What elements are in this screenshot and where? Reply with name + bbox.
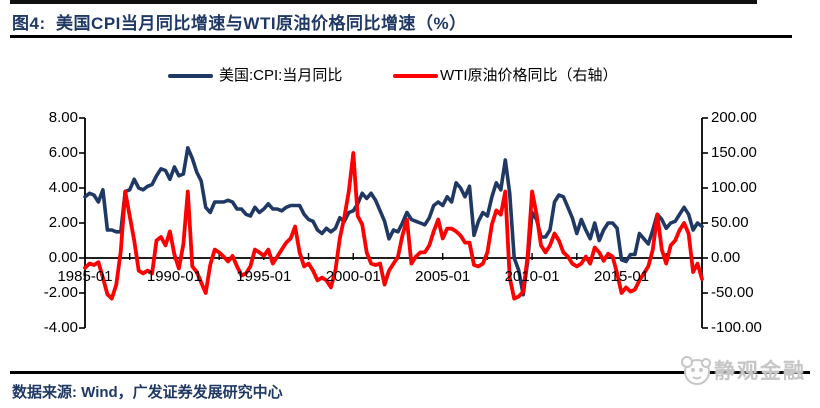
legend-swatch-cpi (168, 74, 213, 78)
watermark-text: 静观金融 (714, 360, 806, 383)
x-axis-tick-label: 2005-01 (415, 268, 471, 285)
x-axis-tick-label: 1995-01 (236, 268, 292, 285)
y-axis-left-tick-label: 6.00 (48, 144, 78, 161)
legend-swatch-wti (393, 74, 438, 78)
data-source-text: 数据来源: Wind，广发证券发展研究中心 (12, 384, 283, 401)
top-divider-bar (10, 0, 757, 4)
x-axis-tick-label: 1985-01 (57, 268, 113, 285)
legend-label-wti: WTI原油价格同比（右轴） (440, 67, 618, 84)
y-axis-right-tick-label: 100.00 (711, 179, 757, 196)
bottom-divider-bar (10, 371, 810, 374)
legend-label-cpi: 美国:CPI:当月同比 (219, 67, 343, 84)
y-axis-right-tick-label: 50.00 (711, 214, 749, 231)
y-axis-right-tick-label: 0.00 (711, 249, 741, 266)
y-axis-left-tick-label: -4.00 (43, 319, 78, 336)
y-axis-left-tick-label: 8.00 (48, 109, 78, 126)
watermark: 静观金融 (678, 352, 806, 388)
watermark-logo-icon (681, 356, 711, 385)
y-axis-right-tick-label: -100.00 (711, 319, 762, 336)
x-axis-tick-label: 2015-01 (593, 268, 650, 285)
y-axis-left-tick-label: 0.00 (48, 249, 78, 266)
y-axis-left-tick-label: -2.00 (43, 284, 78, 301)
y-axis-right-tick-label: -50.00 (711, 284, 754, 301)
x-axis-tick-label: 2000-01 (325, 268, 381, 285)
wti-line-series (83, 151, 704, 301)
title-underline (10, 35, 792, 38)
y-axis-left-tick-label: 2.00 (48, 214, 78, 231)
y-axis-right-tick-label: 200.00 (711, 109, 757, 126)
cpi-line-series (83, 146, 704, 297)
x-axis-tick-label: 2010-01 (504, 268, 560, 285)
x-axis-tick-label: 1990-01 (146, 268, 202, 285)
page-title: 图4: 美国CPI当月同比增速与WTI原油价格同比增速（%） (12, 14, 467, 33)
y-axis-left-tick-label: 4.00 (48, 179, 78, 196)
y-axis-right-tick-label: 150.00 (711, 144, 757, 161)
